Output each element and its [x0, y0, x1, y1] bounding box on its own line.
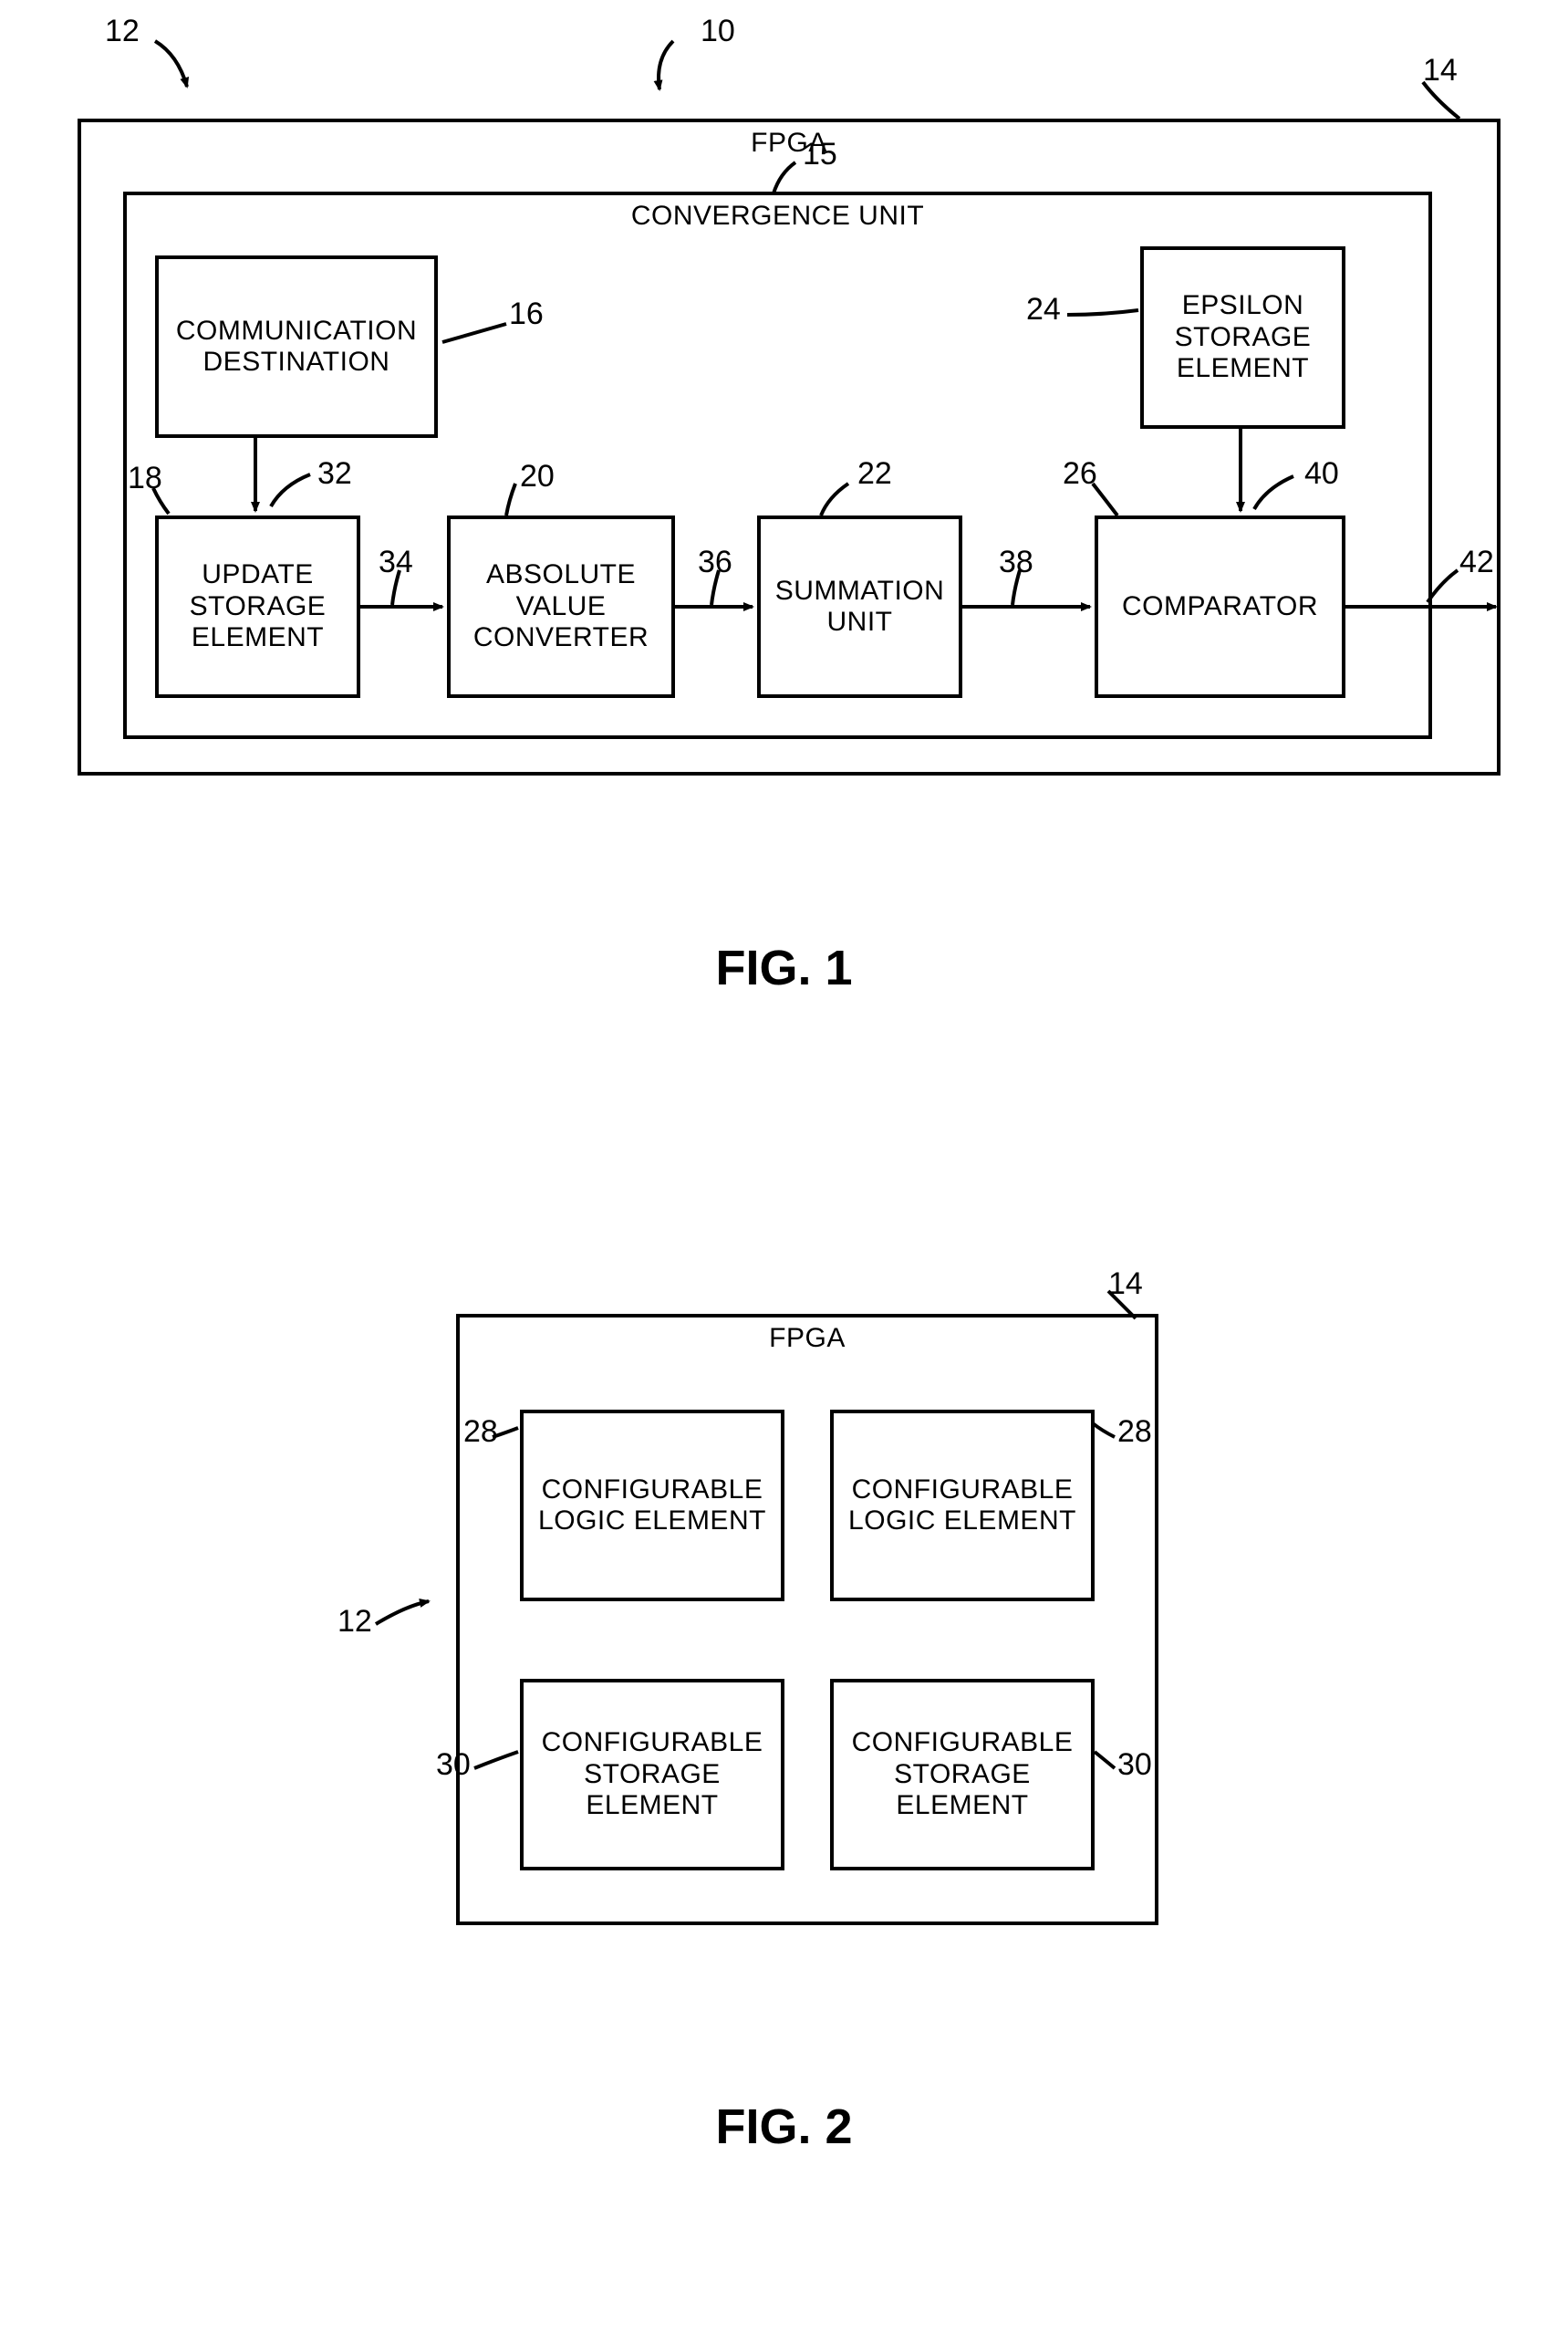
fig1-ref-32: 32: [317, 456, 352, 492]
fig1-ref-16: 16: [509, 297, 544, 332]
fig2-cle-box-a: CONFIGURABLELOGIC ELEMENT: [520, 1410, 784, 1601]
fig2-ref-30a: 30: [436, 1747, 471, 1783]
fig1-ref-18: 18: [128, 461, 162, 496]
fig2-cse-box-a: CONFIGURABLESTORAGEELEMENT: [520, 1679, 784, 1870]
fig2-cle-label-b: CONFIGURABLELOGIC ELEMENT: [848, 1474, 1076, 1537]
fig1-ref-12: 12: [105, 14, 140, 49]
fig1-caption: FIG. 1: [0, 940, 1568, 996]
fig1-upd-store-box: UPDATESTORAGEELEMENT: [155, 516, 360, 698]
fig1-ref-14: 14: [1423, 53, 1458, 89]
fig2-ref-30b: 30: [1117, 1747, 1152, 1783]
fig2-ref-28b: 28: [1117, 1414, 1152, 1450]
fig1-ref-24: 24: [1026, 292, 1061, 328]
fig1-sum-unit-box: SUMMATIONUNIT: [757, 516, 962, 698]
fig1-ref-40: 40: [1304, 456, 1339, 492]
fig1-eps-store-box: EPSILONSTORAGEELEMENT: [1140, 246, 1345, 429]
fig2-ref-28a: 28: [463, 1414, 498, 1450]
fig1-convergence-label: CONVERGENCE UNIT: [631, 201, 924, 233]
hook-12: [155, 41, 187, 87]
fig2-fpga-label: FPGA: [769, 1323, 846, 1355]
fig2-cse-label-a: CONFIGURABLESTORAGEELEMENT: [542, 1727, 763, 1822]
fig1-ref-34: 34: [379, 545, 413, 580]
fig1-comm-dest-box: COMMUNICATIONDESTINATION: [155, 255, 438, 438]
fig1-comparator-box: COMPARATOR: [1095, 516, 1345, 698]
hook-10: [659, 41, 673, 89]
fig1-ref-20: 20: [520, 459, 555, 495]
fig1-comm-dest-label: COMMUNICATIONDESTINATION: [176, 316, 417, 379]
fig2-caption: FIG. 2: [0, 2099, 1568, 2155]
fig1-ref-38: 38: [999, 545, 1033, 580]
fig1-ref-22: 22: [857, 456, 892, 492]
fig1-ref-26: 26: [1063, 456, 1097, 492]
fig1-ref-15: 15: [803, 137, 837, 172]
fig2-cle-label-a: CONFIGURABLELOGIC ELEMENT: [538, 1474, 766, 1537]
fig1-abs-conv-box: ABSOLUTEVALUECONVERTER: [447, 516, 675, 698]
fig1-ref-36: 36: [698, 545, 732, 580]
fig2-ref-14: 14: [1108, 1266, 1143, 1302]
fig2-cse-label-b: CONFIGURABLESTORAGEELEMENT: [852, 1727, 1074, 1822]
fig1-upd-store-label: UPDATESTORAGEELEMENT: [190, 559, 327, 654]
fig2-cle-box-b: CONFIGURABLELOGIC ELEMENT: [830, 1410, 1095, 1601]
fig1-eps-store-label: EPSILONSTORAGEELEMENT: [1175, 290, 1312, 385]
fig1-sum-unit-label: SUMMATIONUNIT: [775, 576, 945, 639]
hook2-12: [376, 1601, 429, 1624]
fig2-cse-box-b: CONFIGURABLESTORAGEELEMENT: [830, 1679, 1095, 1870]
fig1-abs-conv-label: ABSOLUTEVALUECONVERTER: [473, 559, 649, 654]
fig2-ref-12: 12: [337, 1604, 372, 1640]
fig1-ref-10: 10: [701, 14, 735, 49]
fig1-ref-42: 42: [1459, 545, 1494, 580]
fig1-comparator-label: COMPARATOR: [1122, 591, 1318, 623]
page: FPGA CONVERGENCE UNIT COMMUNICATIONDESTI…: [0, 0, 1568, 2333]
